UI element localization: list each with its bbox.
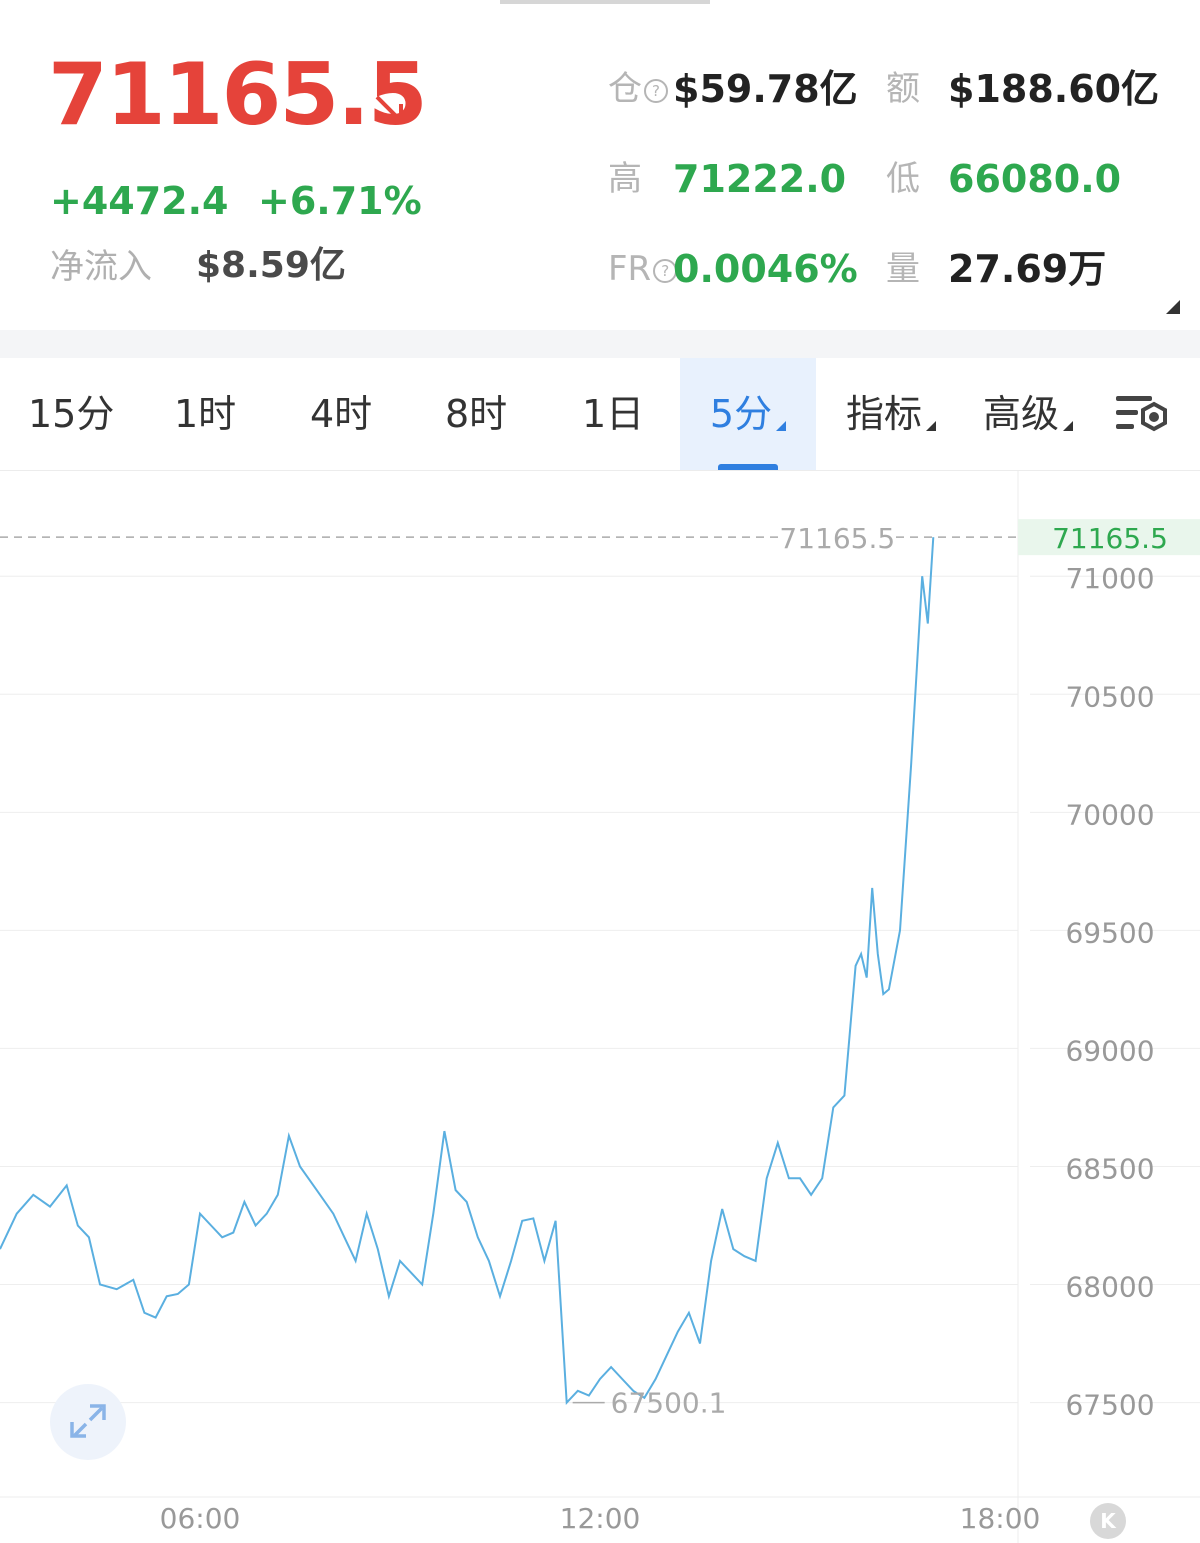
funding-rate-value: 0.0046% [673, 247, 858, 291]
dropdown-triangle-icon [926, 421, 937, 431]
help-icon[interactable]: ? [644, 78, 668, 103]
low-value: 66080.0 [948, 157, 1122, 201]
tab-15m[interactable]: 15分 [28, 358, 114, 470]
x-tick-label: 06:00 [160, 1502, 241, 1535]
fullscreen-icon [70, 1404, 106, 1438]
chart-settings-icon[interactable] [1114, 392, 1172, 440]
y-tick-label: 67500 [1065, 1389, 1154, 1422]
price-chart[interactable]: 67500 68000 68500 69000 69500 70000 70500 71000… [0, 470, 1200, 1543]
tab-label: 1时 [174, 392, 237, 436]
min-price-label: 67500.1 [611, 1387, 727, 1420]
volume-value: 27.69万 [948, 247, 1107, 291]
open-interest-label: 仓? [608, 72, 668, 106]
arrow-down-right-icon [375, 95, 403, 123]
tab-label: 15分 [28, 392, 115, 436]
tab-5m[interactable]: 5分 [680, 358, 816, 470]
y-tick-label: 71000 [1065, 562, 1154, 595]
y-tick-label: 68500 [1065, 1152, 1154, 1185]
top-strip [0, 0, 1200, 6]
x-tick-label: 18:00 [960, 1502, 1041, 1535]
tab-advanced[interactable]: 高级 [983, 358, 1074, 470]
last-price: 71165.5 [48, 45, 428, 145]
y-tick-label: 70500 [1065, 680, 1154, 713]
y-tick-label: 70000 [1065, 798, 1154, 831]
expand-stats-toggle[interactable] [1166, 300, 1180, 314]
price-line-series [0, 537, 935, 1405]
high-value: 71222.0 [673, 157, 847, 201]
netflow-label: 净流入 [50, 247, 152, 287]
funding-rate-label: FR? [608, 249, 678, 289]
low-label: 低 [886, 159, 920, 199]
dropdown-triangle-icon [776, 421, 787, 431]
change-percent: +6.71% [258, 179, 422, 223]
x-tick-label: 12:00 [560, 1502, 641, 1535]
open-interest-label-text: 仓 [608, 69, 642, 109]
tab-8h[interactable]: 8时 [445, 358, 507, 470]
high-label: 高 [608, 159, 642, 199]
volume-label: 量 [886, 249, 920, 289]
max-label-bg [781, 519, 894, 556]
tab-label: 1日 [582, 392, 645, 436]
help-icon[interactable]: ? [653, 258, 678, 283]
turnover-value: $188.60亿 [948, 67, 1160, 111]
tab-indicators[interactable]: 指标 [846, 358, 937, 470]
tab-label: 指标 [846, 392, 923, 436]
tab-label: 5分 [709, 392, 773, 436]
tab-label: 8时 [445, 392, 508, 436]
k-logo-icon: K [1090, 1503, 1126, 1539]
funding-rate-label-text: FR [608, 249, 652, 289]
dropdown-triangle-icon [1063, 421, 1074, 431]
tab-1d[interactable]: 1日 [582, 358, 644, 470]
title-fragment [500, 0, 710, 4]
y-tick-label: 69000 [1065, 1034, 1154, 1067]
fullscreen-button[interactable] [50, 1384, 126, 1460]
turnover-label: 额 [886, 69, 920, 109]
tab-label: 高级 [983, 392, 1060, 436]
active-tab-indicator [718, 464, 778, 470]
open-interest-value: $59.78亿 [673, 67, 858, 111]
last-price-axis-label: 71165.5 [1052, 522, 1168, 555]
tab-label: 4时 [310, 392, 373, 436]
y-tick-label: 69500 [1065, 916, 1154, 949]
tab-1h[interactable]: 1时 [174, 358, 236, 470]
max-price-label: 71165.5 [779, 522, 895, 555]
section-divider [0, 330, 1200, 358]
last-price-tag [1018, 519, 1200, 556]
interval-tabbar: 15分 1时 4时 8时 1日 5分 指标 高级 [0, 358, 1200, 471]
netflow-value: $8.59亿 [196, 245, 346, 286]
y-tick-label: 68000 [1065, 1271, 1154, 1304]
tab-4h[interactable]: 4时 [310, 358, 372, 470]
change-absolute: +4472.4 [50, 179, 229, 223]
